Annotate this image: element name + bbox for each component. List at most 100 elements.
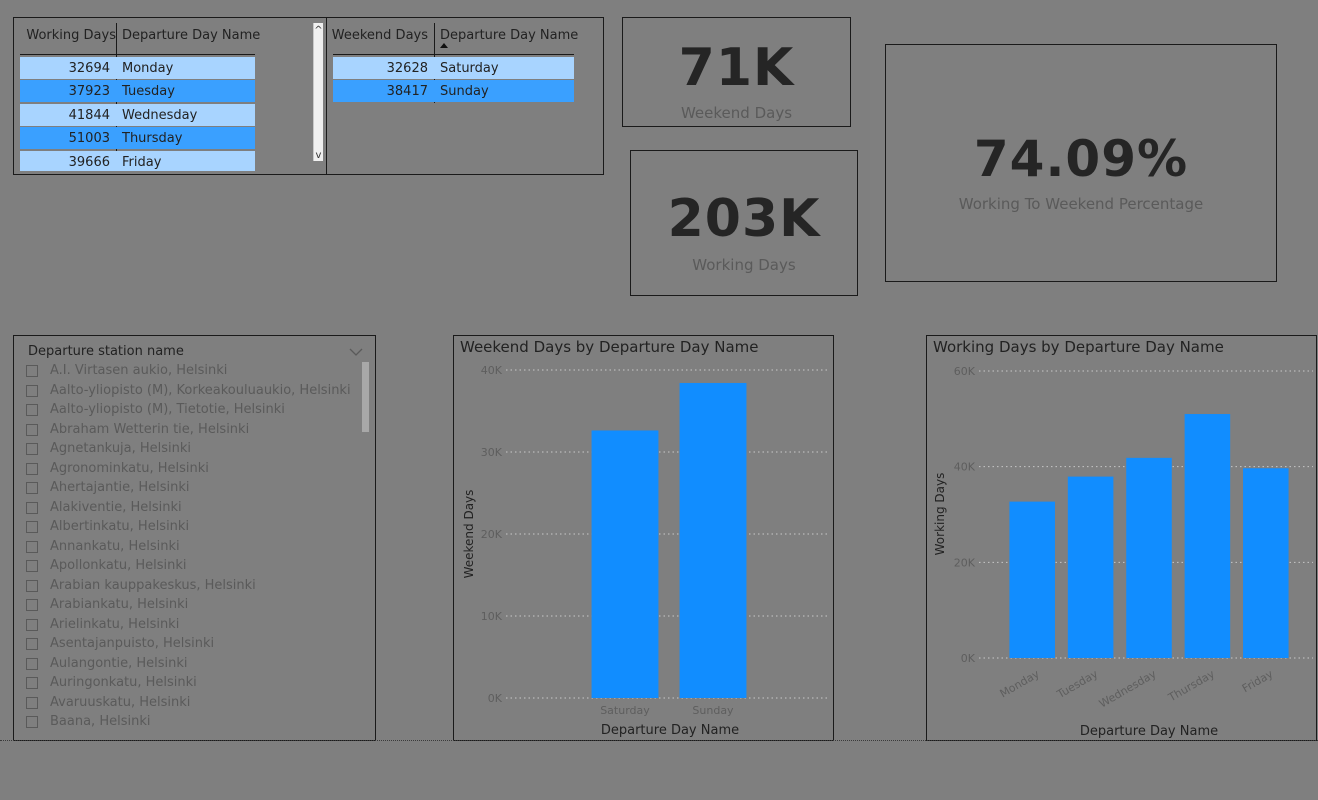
checkbox-icon[interactable] bbox=[26, 696, 38, 709]
y-tick-label: 40K bbox=[954, 461, 976, 474]
bar bbox=[1243, 468, 1289, 658]
slicer-item-label: Aulangontie, Helsinki bbox=[50, 655, 188, 671]
checkbox-icon[interactable] bbox=[26, 716, 38, 728]
slicer-item-label: Albertinkatu, Helsinki bbox=[50, 519, 190, 534]
checkbox-icon[interactable] bbox=[26, 618, 38, 631]
table-row[interactable]: 37923 Tuesday bbox=[20, 80, 255, 102]
slicer-item-label: Aalto-yliopisto (M), Tietotie, Helsinki bbox=[50, 402, 285, 417]
day-name: Sunday bbox=[440, 84, 489, 99]
working-days-value: 32694 bbox=[68, 61, 110, 76]
y-tick-label: 10K bbox=[481, 610, 503, 623]
checkbox-icon[interactable] bbox=[26, 501, 38, 514]
y-tick-label: 30K bbox=[481, 446, 503, 459]
y-tick-label: 20K bbox=[954, 556, 976, 569]
checkbox-icon[interactable] bbox=[26, 482, 38, 494]
slicer-item-label: Agronominkatu, Helsinki bbox=[50, 460, 209, 476]
header-divider bbox=[20, 54, 255, 55]
checkbox-icon[interactable] bbox=[26, 423, 38, 436]
bar bbox=[591, 430, 659, 698]
x-tick-label: Friday bbox=[1240, 667, 1276, 695]
checkbox-icon[interactable] bbox=[26, 579, 38, 592]
checkbox-icon[interactable] bbox=[26, 599, 38, 611]
departure-day-header[interactable]: Departure Day Name bbox=[122, 28, 261, 43]
table-row[interactable]: 38417 Sunday bbox=[333, 80, 574, 102]
checkbox-icon[interactable] bbox=[26, 443, 38, 455]
checkbox-icon[interactable] bbox=[26, 540, 38, 553]
working-days-value: 39666 bbox=[68, 155, 110, 170]
day-name: Saturday bbox=[440, 61, 499, 76]
percentage-label: Working To Weekend Percentage bbox=[958, 195, 1204, 213]
slicer-item-label: Asentajanpuisto, Helsinki bbox=[50, 636, 215, 651]
table-row[interactable]: 32694 Monday bbox=[20, 57, 255, 79]
bar bbox=[1184, 414, 1231, 658]
checkbox-icon[interactable] bbox=[26, 384, 38, 397]
tables-panel bbox=[13, 17, 604, 175]
day-name: Thursday bbox=[122, 131, 183, 146]
slicer-item-label: Alakiventie, Helsinki bbox=[50, 499, 182, 515]
y-tick-label: 20K bbox=[481, 528, 503, 541]
x-tick-label: Wednesday bbox=[1097, 667, 1159, 710]
working-days-header[interactable]: Working Days bbox=[26, 28, 116, 43]
working-days-label: Working Days bbox=[692, 256, 796, 274]
y-tick-label: 0K bbox=[961, 652, 976, 665]
checkbox-icon[interactable] bbox=[26, 404, 38, 416]
x-tick-label: Sunday bbox=[692, 704, 734, 717]
x-axis-title: Departure Day Name bbox=[1080, 724, 1218, 739]
slicer-item-label: A.I. Virtasen aukio, Helsinki bbox=[50, 363, 228, 378]
day-name: Monday bbox=[122, 61, 174, 76]
checkbox-icon[interactable] bbox=[26, 657, 38, 670]
bar bbox=[1009, 501, 1055, 658]
checkbox-icon[interactable] bbox=[26, 638, 38, 650]
checkbox-icon[interactable] bbox=[26, 677, 38, 689]
table-row[interactable]: 41844 Wednesday bbox=[20, 104, 255, 126]
table-row[interactable]: 39666 Friday bbox=[20, 151, 255, 171]
working-days-value: 203K bbox=[667, 189, 821, 249]
slicer-item-label: Annankatu, Helsinki bbox=[50, 538, 180, 554]
scroll-up-icon[interactable]: ^ bbox=[314, 25, 323, 36]
working-days-value: 41844 bbox=[68, 108, 110, 123]
working-days-card[interactable]: 203K Working Days bbox=[630, 150, 858, 296]
chevron-down-icon[interactable] bbox=[349, 347, 363, 357]
weekend-days-bar-chart: 0K 10K 20K 30K 40K Saturday Sunday Departure Da… bbox=[462, 364, 830, 738]
checkbox-icon[interactable] bbox=[26, 462, 38, 475]
weekend-days-card[interactable]: 71K Weekend Days bbox=[622, 17, 851, 127]
slicer-item-label: Baana, Helsinki bbox=[50, 714, 151, 729]
table-row[interactable]: 51003 Thursday bbox=[20, 127, 255, 149]
header-divider bbox=[333, 54, 574, 55]
scroll-down-icon[interactable]: v bbox=[315, 150, 322, 161]
checkbox-icon[interactable] bbox=[26, 365, 38, 377]
weekend-days-value: 32628 bbox=[386, 61, 428, 76]
slicer-item-label: Abraham Wetterin tie, Helsinki bbox=[50, 421, 250, 437]
slicer-scrollbar[interactable] bbox=[362, 362, 369, 432]
weekend-days-value: 71K bbox=[678, 38, 795, 98]
weekend-days-label: Weekend Days bbox=[680, 104, 793, 122]
y-tick-label: 0K bbox=[488, 692, 503, 705]
day-name: Friday bbox=[122, 155, 162, 170]
slicer-item-label: Auringonkatu, Helsinki bbox=[50, 675, 197, 690]
slicer-item-label: Arabian kauppakeskus, Helsinki bbox=[50, 577, 256, 593]
x-axis-title: Departure Day Name bbox=[601, 723, 739, 738]
weekend-chart-panel: Weekend Days by Departure Day Name 0K 10K… bbox=[453, 335, 834, 741]
slicer-item-label: Agnetankuja, Helsinki bbox=[50, 441, 192, 456]
day-name: Wednesday bbox=[122, 108, 198, 123]
y-axis-title: Working Days bbox=[933, 473, 947, 556]
bar bbox=[1126, 457, 1172, 658]
y-axis-title: Weekend Days bbox=[462, 490, 476, 579]
checkbox-icon[interactable] bbox=[26, 560, 38, 572]
percentage-card[interactable]: 74.09% Working To Weekend Percentage bbox=[885, 44, 1277, 282]
table-row[interactable]: 32628 Saturday bbox=[333, 57, 574, 79]
departure-day-header[interactable]: Departure Day Name bbox=[440, 28, 579, 43]
checkbox-icon[interactable] bbox=[26, 521, 38, 533]
day-name: Tuesday bbox=[122, 84, 175, 99]
slicer-item-label: Ahertajantie, Helsinki bbox=[50, 480, 190, 495]
y-tick-label: 60K bbox=[954, 365, 976, 378]
table-scrollbar[interactable]: ^ v bbox=[313, 23, 323, 161]
working-chart-panel: Working Days by Departure Day Name 0K 20K… bbox=[926, 335, 1317, 741]
weekend-days-header[interactable]: Weekend Days bbox=[331, 28, 428, 43]
table-separator bbox=[326, 17, 327, 175]
sort-ascending-icon[interactable] bbox=[440, 43, 448, 48]
weekend-days-value: 38417 bbox=[386, 84, 428, 99]
working-days-table: Working Days Departure Day Name 32694 Mo… bbox=[13, 17, 327, 175]
slicer-item-label: Arielinkatu, Helsinki bbox=[50, 616, 180, 632]
